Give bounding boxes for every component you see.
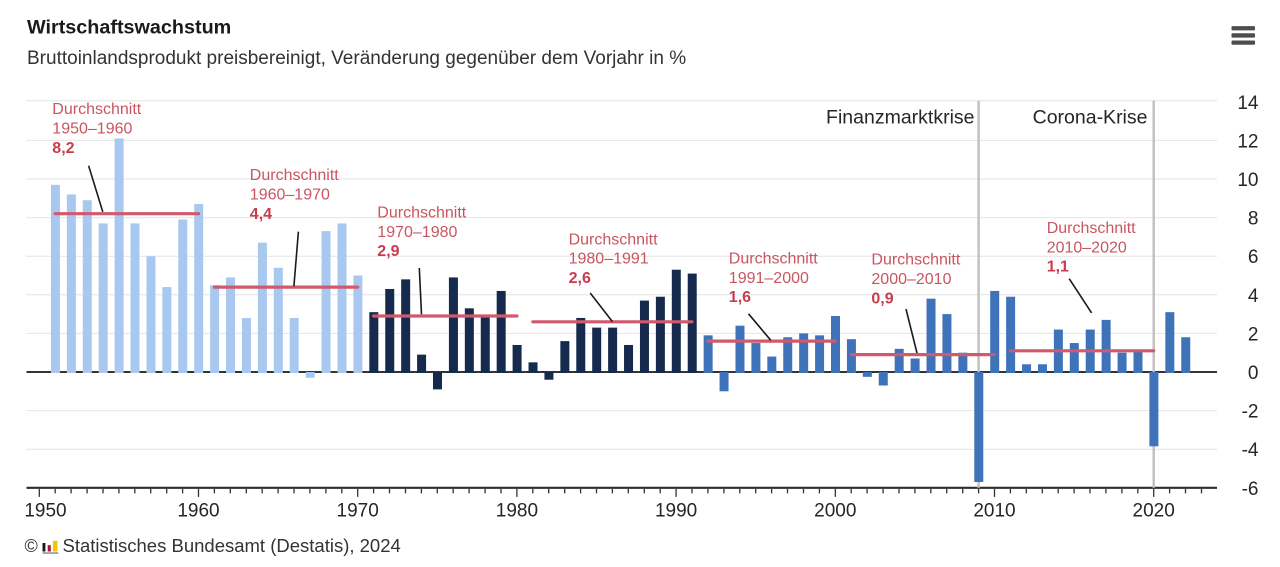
svg-text:1990: 1990 xyxy=(655,501,697,522)
svg-text:2: 2 xyxy=(1248,324,1259,345)
svg-text:Durchschnitt: Durchschnitt xyxy=(569,231,658,248)
svg-text:0: 0 xyxy=(1248,363,1259,384)
svg-text:Finanzmarktkrise: Finanzmarktkrise xyxy=(826,107,974,129)
svg-text:-4: -4 xyxy=(1242,440,1259,461)
svg-text:2010–2020: 2010–2020 xyxy=(1047,239,1127,256)
svg-text:2020: 2020 xyxy=(1133,501,1175,522)
svg-text:Durchschnitt: Durchschnitt xyxy=(52,101,141,118)
svg-text:Durchschnitt: Durchschnitt xyxy=(1047,220,1136,237)
svg-text:8: 8 xyxy=(1248,209,1259,230)
svg-text:Durchschnitt: Durchschnitt xyxy=(250,167,339,184)
svg-text:4: 4 xyxy=(1248,286,1259,307)
svg-text:Corona-Krise: Corona-Krise xyxy=(1033,107,1148,129)
svg-text:1970: 1970 xyxy=(337,501,379,522)
svg-text:1980–1991: 1980–1991 xyxy=(569,251,649,268)
svg-text:-2: -2 xyxy=(1242,402,1259,423)
svg-text:Durchschnitt: Durchschnitt xyxy=(871,252,960,269)
svg-text:8,2: 8,2 xyxy=(52,140,74,157)
svg-text:1950–1960: 1950–1960 xyxy=(52,121,132,138)
svg-text:2000–2010: 2000–2010 xyxy=(871,271,951,288)
svg-text:12: 12 xyxy=(1237,131,1258,152)
svg-text:1991–2000: 1991–2000 xyxy=(729,270,809,287)
svg-text:Bruttoinlandsprodukt preisbere: Bruttoinlandsprodukt preisbereinigt, Ver… xyxy=(27,48,686,69)
svg-text:1,6: 1,6 xyxy=(729,289,751,306)
svg-text:1980: 1980 xyxy=(496,501,538,522)
svg-text:Durchschnitt: Durchschnitt xyxy=(377,204,466,221)
svg-text:2,9: 2,9 xyxy=(377,243,399,260)
svg-text:Statistisches Bundesamt (Desta: Statistisches Bundesamt (Destatis), 2024 xyxy=(63,535,401,556)
svg-text:2000: 2000 xyxy=(814,501,856,522)
svg-text:1970–1980: 1970–1980 xyxy=(377,224,457,241)
svg-text:0,9: 0,9 xyxy=(871,290,893,307)
svg-text:©: © xyxy=(25,536,38,556)
svg-text:14: 14 xyxy=(1237,93,1259,114)
svg-text:2,6: 2,6 xyxy=(569,270,591,287)
svg-text:1950: 1950 xyxy=(24,501,66,522)
svg-text:1960: 1960 xyxy=(177,501,219,522)
svg-text:4,4: 4,4 xyxy=(250,206,272,223)
svg-text:1960–1970: 1960–1970 xyxy=(250,187,330,204)
svg-text:6: 6 xyxy=(1248,247,1259,268)
svg-text:Durchschnitt: Durchschnitt xyxy=(729,250,818,267)
svg-text:-6: -6 xyxy=(1242,479,1259,500)
svg-text:10: 10 xyxy=(1237,170,1258,191)
svg-text:2010: 2010 xyxy=(973,501,1015,522)
svg-text:Wirtschaftswachstum: Wirtschaftswachstum xyxy=(27,16,231,38)
svg-text:1,1: 1,1 xyxy=(1047,259,1069,276)
